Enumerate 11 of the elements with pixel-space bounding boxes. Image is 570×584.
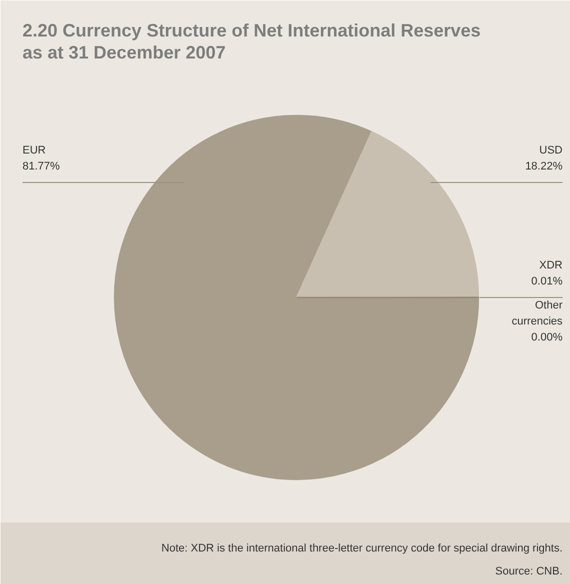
source-note: Source: CNB. — [495, 566, 563, 578]
data-label: 18.22% — [525, 160, 563, 172]
text: 0.00% — [531, 332, 563, 344]
data-label: 81.77% — [22, 160, 60, 172]
slice-label: EUR — [22, 144, 46, 156]
slice-label: XDR — [539, 260, 563, 272]
chart-title: 2.20 Currency Structure of Net International Reserves as at 31 December 2007 — [22, 20, 481, 62]
slice-label: USD — [539, 144, 563, 156]
data-label: 0.01% — [531, 276, 563, 288]
text: Note: XDR is the international three-letter currency code for special drawing rights. — [161, 542, 562, 554]
category-label: Other currencies — [512, 300, 563, 328]
